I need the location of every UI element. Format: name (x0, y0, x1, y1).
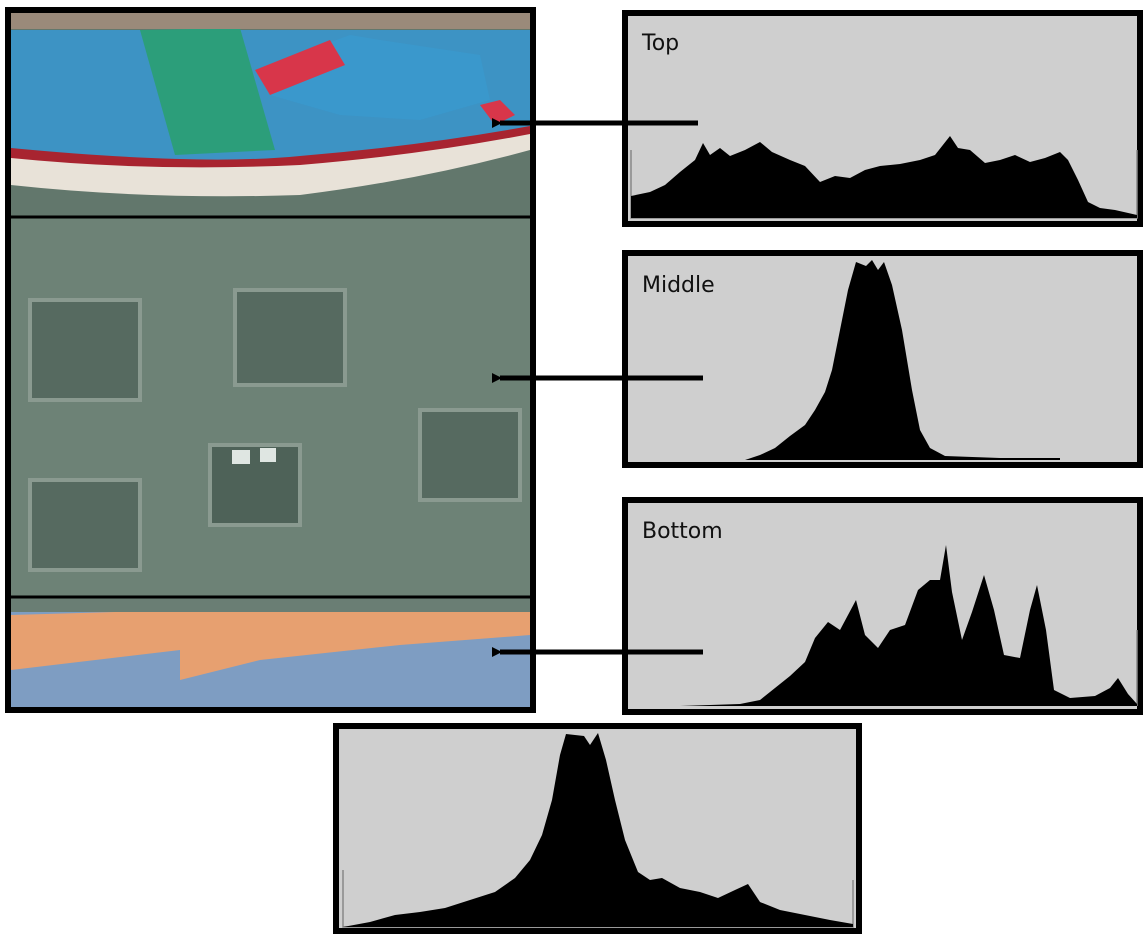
reflection-edge (11, 597, 530, 612)
reflection-window (418, 408, 522, 502)
panel-label: Bottom (642, 519, 723, 544)
histogram-shape (745, 260, 1060, 460)
photo (5, 7, 536, 713)
reflection-light (260, 448, 276, 462)
histogram-shape (343, 733, 853, 927)
reflection-light (232, 450, 250, 464)
reflected-buildings (11, 600, 530, 680)
histogram-bottom: Bottom (622, 497, 1143, 715)
green-tarp (140, 28, 275, 155)
histogram-overall (333, 723, 862, 934)
panel-label: Top (641, 31, 679, 56)
reflection-window (28, 478, 142, 572)
histogram-shape (680, 545, 1137, 706)
reflection-window (233, 288, 347, 387)
red-corner (480, 100, 515, 125)
histogram-top: Top (622, 10, 1143, 227)
histogram-shape (631, 136, 1137, 218)
red-panel (255, 40, 345, 95)
photo-frame (5, 7, 536, 713)
reflection-window (208, 443, 302, 527)
panel-label: Middle (642, 273, 715, 298)
quay (11, 13, 530, 29)
histogram-middle: Middle (622, 250, 1143, 468)
boat-stripe (11, 126, 530, 168)
reflection-window (28, 298, 142, 402)
